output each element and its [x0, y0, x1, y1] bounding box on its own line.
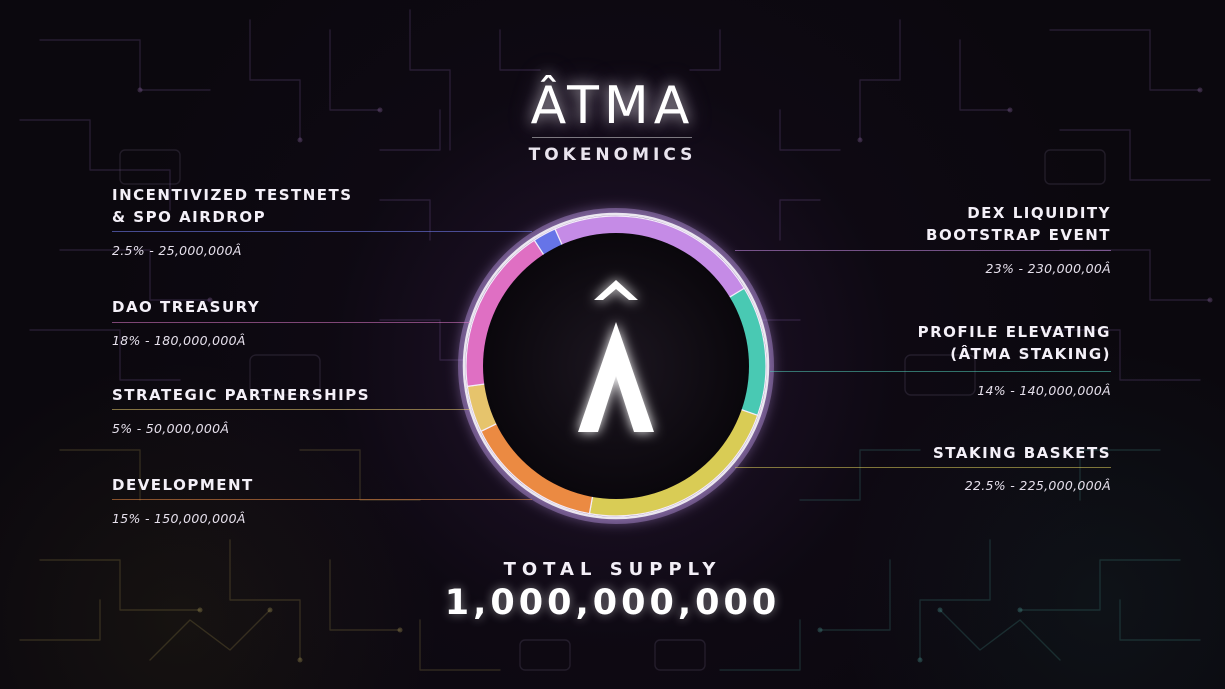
leader-line-staking [735, 467, 1111, 468]
leader-line-dex [735, 250, 1111, 251]
label-dex-line2: BOOTSTRAP EVENT [926, 226, 1111, 244]
total-supply-label: TOTAL SUPPLY [503, 559, 722, 580]
brand-title: ÂTMA [530, 76, 695, 136]
label-incentivized-line1: INCENTIVIZED TESTNETS [112, 186, 353, 204]
leader-line-dao [112, 322, 470, 323]
leader-line-development [112, 499, 532, 500]
label-dex: DEX LIQUIDITY BOOTSTRAP EVENT [926, 202, 1111, 246]
value-staking: 22.5% - 225,000,000Â [964, 478, 1111, 493]
label-dao: DAO TREASURY [112, 298, 261, 316]
label-dex-line1: DEX LIQUIDITY [967, 204, 1111, 222]
title-divider [532, 137, 692, 138]
value-development: 15% - 150,000,000Â [112, 511, 246, 526]
page-subtitle: TOKENOMICS [528, 145, 697, 165]
label-staking: STAKING BASKETS [932, 444, 1111, 462]
label-profile-line2: (ÂTMA STAKING) [950, 345, 1111, 363]
label-incentivized: INCENTIVIZED TESTNETS & SPO AIRDROP [112, 184, 353, 228]
leader-line-strategic [112, 409, 470, 410]
atma-logo-mark-icon [578, 280, 654, 432]
label-strategic: STRATEGIC PARTNERSHIPS [112, 386, 371, 404]
label-profile: PROFILE ELEVATING (ÂTMA STAKING) [918, 321, 1111, 365]
leader-line-profile [770, 371, 1111, 372]
value-dex: 23% - 230,000,00Â [985, 261, 1111, 276]
donut-outer-rim [462, 212, 770, 520]
label-profile-line1: PROFILE ELEVATING [917, 323, 1111, 341]
label-development: DEVELOPMENT [112, 476, 254, 494]
label-incentivized-line2: & SPO AIRDROP [112, 208, 267, 226]
value-profile: 14% - 140,000,000Â [977, 383, 1111, 398]
value-dao: 18% - 180,000,000Â [112, 333, 246, 348]
leader-line-incentivized [112, 231, 532, 232]
value-incentivized: 2.5% - 25,000,000Â [112, 243, 242, 258]
total-supply-value: 1,000,000,000 [444, 583, 781, 623]
value-strategic: 5% - 50,000,000Â [112, 421, 230, 436]
